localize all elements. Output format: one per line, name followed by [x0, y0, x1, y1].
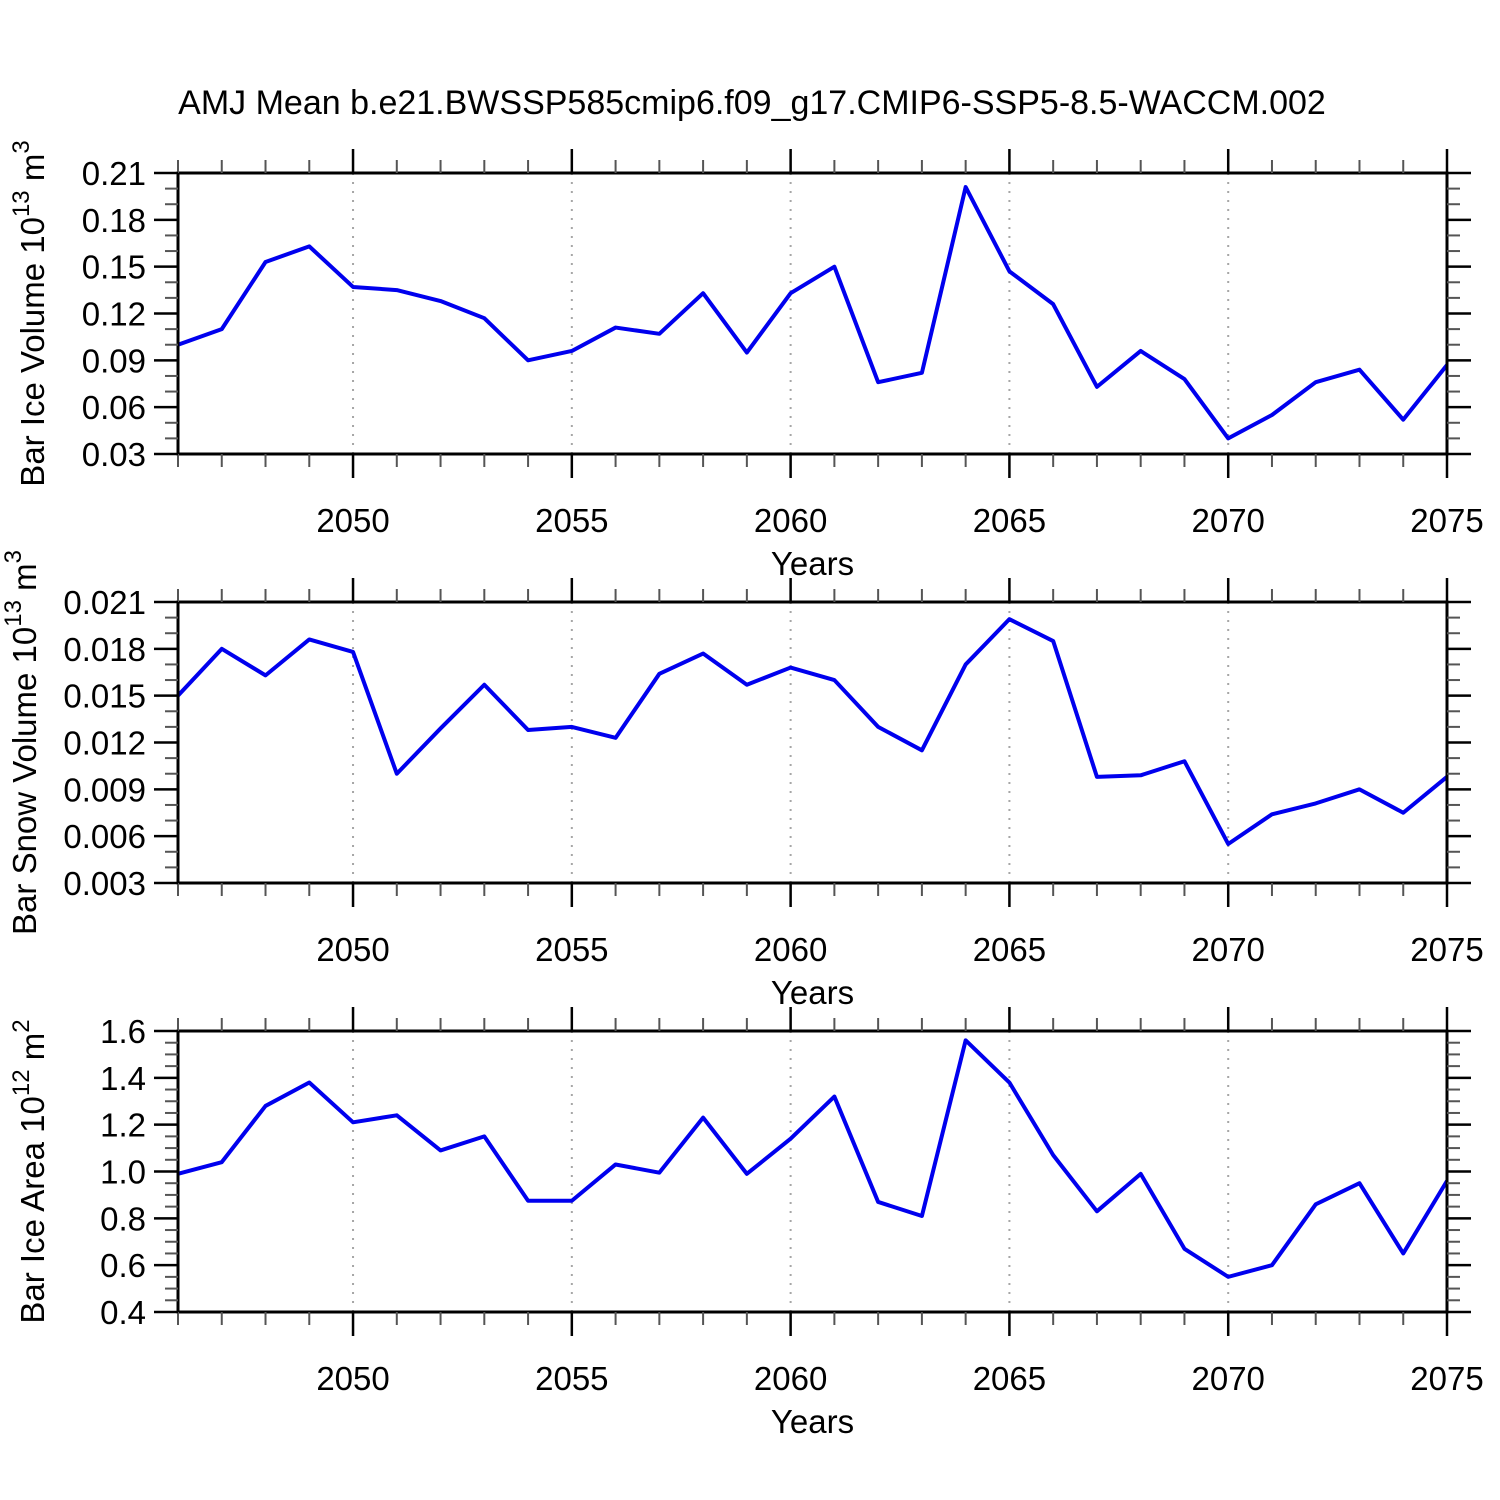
y-tick-label: 0.15 — [82, 249, 146, 286]
y-tick-label: 1.0 — [100, 1154, 146, 1191]
x-tick-label: 2060 — [754, 502, 827, 539]
y-tick-label: 0.4 — [100, 1294, 146, 1331]
x-tick-label: 2055 — [535, 502, 608, 539]
y-tick-label: 0.015 — [63, 678, 146, 715]
y-tick-label: 0.18 — [82, 202, 146, 239]
panel-bar-snow-volume: 0.021 0.018 0.015 0.012 0.009 0.006 0.003 2050 2… — [0, 550, 1484, 1011]
y-tick-label: 0.06 — [82, 389, 146, 426]
x-tick-label: 2065 — [973, 931, 1046, 968]
x-tick-label: 2060 — [754, 1360, 827, 1397]
y-tick-label: 0.09 — [82, 342, 146, 379]
x-tick-label: 2070 — [1191, 1360, 1264, 1397]
y-axis-title: Bar Ice Area 1012 m2 — [8, 1019, 51, 1323]
x-tick-label: 2065 — [973, 502, 1046, 539]
y-tick-label: 0.8 — [100, 1200, 146, 1237]
x-tick-label: 2055 — [535, 1360, 608, 1397]
y-axis-title: Bar Ice Volume 1013 m3 — [8, 140, 51, 486]
y-tick-label: 0.012 — [63, 725, 146, 762]
x-tick-label: 2050 — [316, 502, 389, 539]
plot-frame — [176, 171, 1449, 456]
x-tick-label: 2075 — [1410, 1360, 1483, 1397]
y-tick-label: 0.12 — [82, 296, 146, 333]
y-tick-label: 0.21 — [82, 155, 146, 192]
x-axis-title: Years — [771, 1403, 854, 1440]
plot-frame — [176, 600, 1449, 885]
x-tick-label: 2050 — [316, 1360, 389, 1397]
x-tick-label: 2060 — [754, 931, 827, 968]
x-tick-label: 2065 — [973, 1360, 1046, 1397]
series-bar-ice-area — [177, 1038, 1449, 1279]
x-tick-label: 2070 — [1191, 502, 1264, 539]
x-tick-label: 2075 — [1410, 931, 1483, 968]
panel-bar-ice-area: 1.6 1.4 1.2 1.0 0.8 0.6 0.4 2050 2055 2060 2065 207… — [8, 1007, 1484, 1440]
x-tick-label: 2075 — [1410, 502, 1483, 539]
x-tick-label: 2055 — [535, 931, 608, 968]
chart-title: AMJ Mean b.e21.BWSSP585cmip6.f09_g17.CMI… — [178, 84, 1326, 122]
y-tick-label: 0.006 — [63, 818, 146, 855]
y-tick-label: 1.6 — [100, 1013, 146, 1050]
x-tick-label: 2070 — [1191, 931, 1264, 968]
series-bar-snow-volume — [176, 617, 1449, 846]
y-tick-label: 0.009 — [63, 771, 146, 808]
y-tick-label: 1.2 — [100, 1107, 146, 1144]
panel-bar-ice-volume: 0.21 0.18 0.15 0.12 0.09 0.06 0.03 2050 2055 2060… — [8, 140, 1484, 582]
y-tick-label: 0.03 — [82, 436, 146, 473]
x-tick-label: 2050 — [316, 931, 389, 968]
y-tick-label: 0.018 — [63, 631, 146, 668]
y-tick-label: 0.003 — [63, 865, 146, 902]
y-tick-label: 0.6 — [100, 1247, 146, 1284]
x-axis-title: Years — [771, 974, 854, 1011]
series-bar-ice-volume — [177, 185, 1449, 441]
x-axis-title: Years — [771, 545, 854, 582]
y-axis-title: Bar Snow Volume 1013 m3 — [0, 550, 43, 935]
y-tick-label: 1.4 — [100, 1060, 146, 1097]
y-tick-label: 0.021 — [63, 584, 146, 621]
